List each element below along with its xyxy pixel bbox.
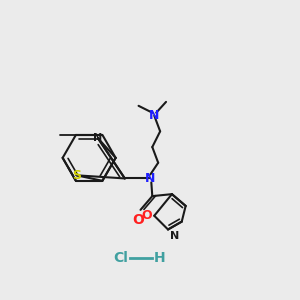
Text: Cl: Cl — [113, 251, 128, 265]
Text: S: S — [72, 169, 81, 182]
Text: N: N — [93, 133, 103, 143]
Text: N: N — [170, 231, 179, 242]
Text: N: N — [149, 109, 159, 122]
Text: O: O — [142, 209, 152, 222]
Text: H: H — [154, 251, 166, 265]
Text: O: O — [133, 213, 145, 227]
Text: N: N — [145, 172, 155, 185]
